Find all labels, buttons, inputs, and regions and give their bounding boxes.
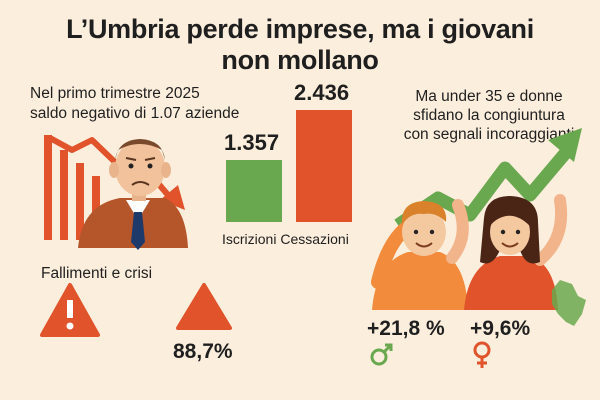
worried-man-icon	[78, 139, 188, 250]
male-growth-value: +21,8 %	[367, 317, 445, 340]
left-intro-text: Nel primo trimestre 2025 saldo negativo …	[30, 84, 290, 124]
value-label-cessazioni: 2.436	[294, 80, 350, 105]
page-title: L’Umbria perde imprese, ma i giovani non…	[0, 14, 600, 76]
category-labels: Iscrizioni Cessazioni	[222, 231, 349, 247]
warning-triangle-icon	[176, 283, 232, 330]
male-symbol-icon	[370, 343, 393, 366]
female-symbol-icon	[473, 341, 491, 368]
right-intro-line-2: sfidano la congiuntura	[413, 107, 565, 124]
umbria-map-icon	[552, 280, 586, 326]
right-intro-text: Ma under 35 e donne sfidano la congiuntu…	[384, 87, 594, 144]
left-intro-line-2: saldo negativo di 1.07 aziende	[30, 105, 240, 122]
right-intro-line-1: Ma under 35 e donne	[415, 88, 563, 105]
female-growth-value: +9,6%	[470, 317, 531, 340]
young-woman-icon	[464, 194, 568, 310]
crisis-value: 88,7%	[173, 340, 233, 363]
title-line-1: L’Umbria perde imprese, ma i giovani	[66, 14, 534, 44]
left-intro-line-1: Nel primo trimestre 2025	[30, 85, 200, 102]
bar-iscrizioni	[226, 160, 282, 222]
value-label-iscrizioni: 1.357	[224, 130, 280, 155]
crisis-label: Fallimenti e crisi	[41, 265, 153, 282]
warning-icon	[40, 283, 100, 337]
bar-cessazioni	[296, 110, 352, 222]
title-line-2: non mollano	[221, 45, 379, 75]
right-intro-line-3: con segnali incoraggianti	[403, 126, 575, 143]
young-man-icon	[371, 199, 469, 310]
